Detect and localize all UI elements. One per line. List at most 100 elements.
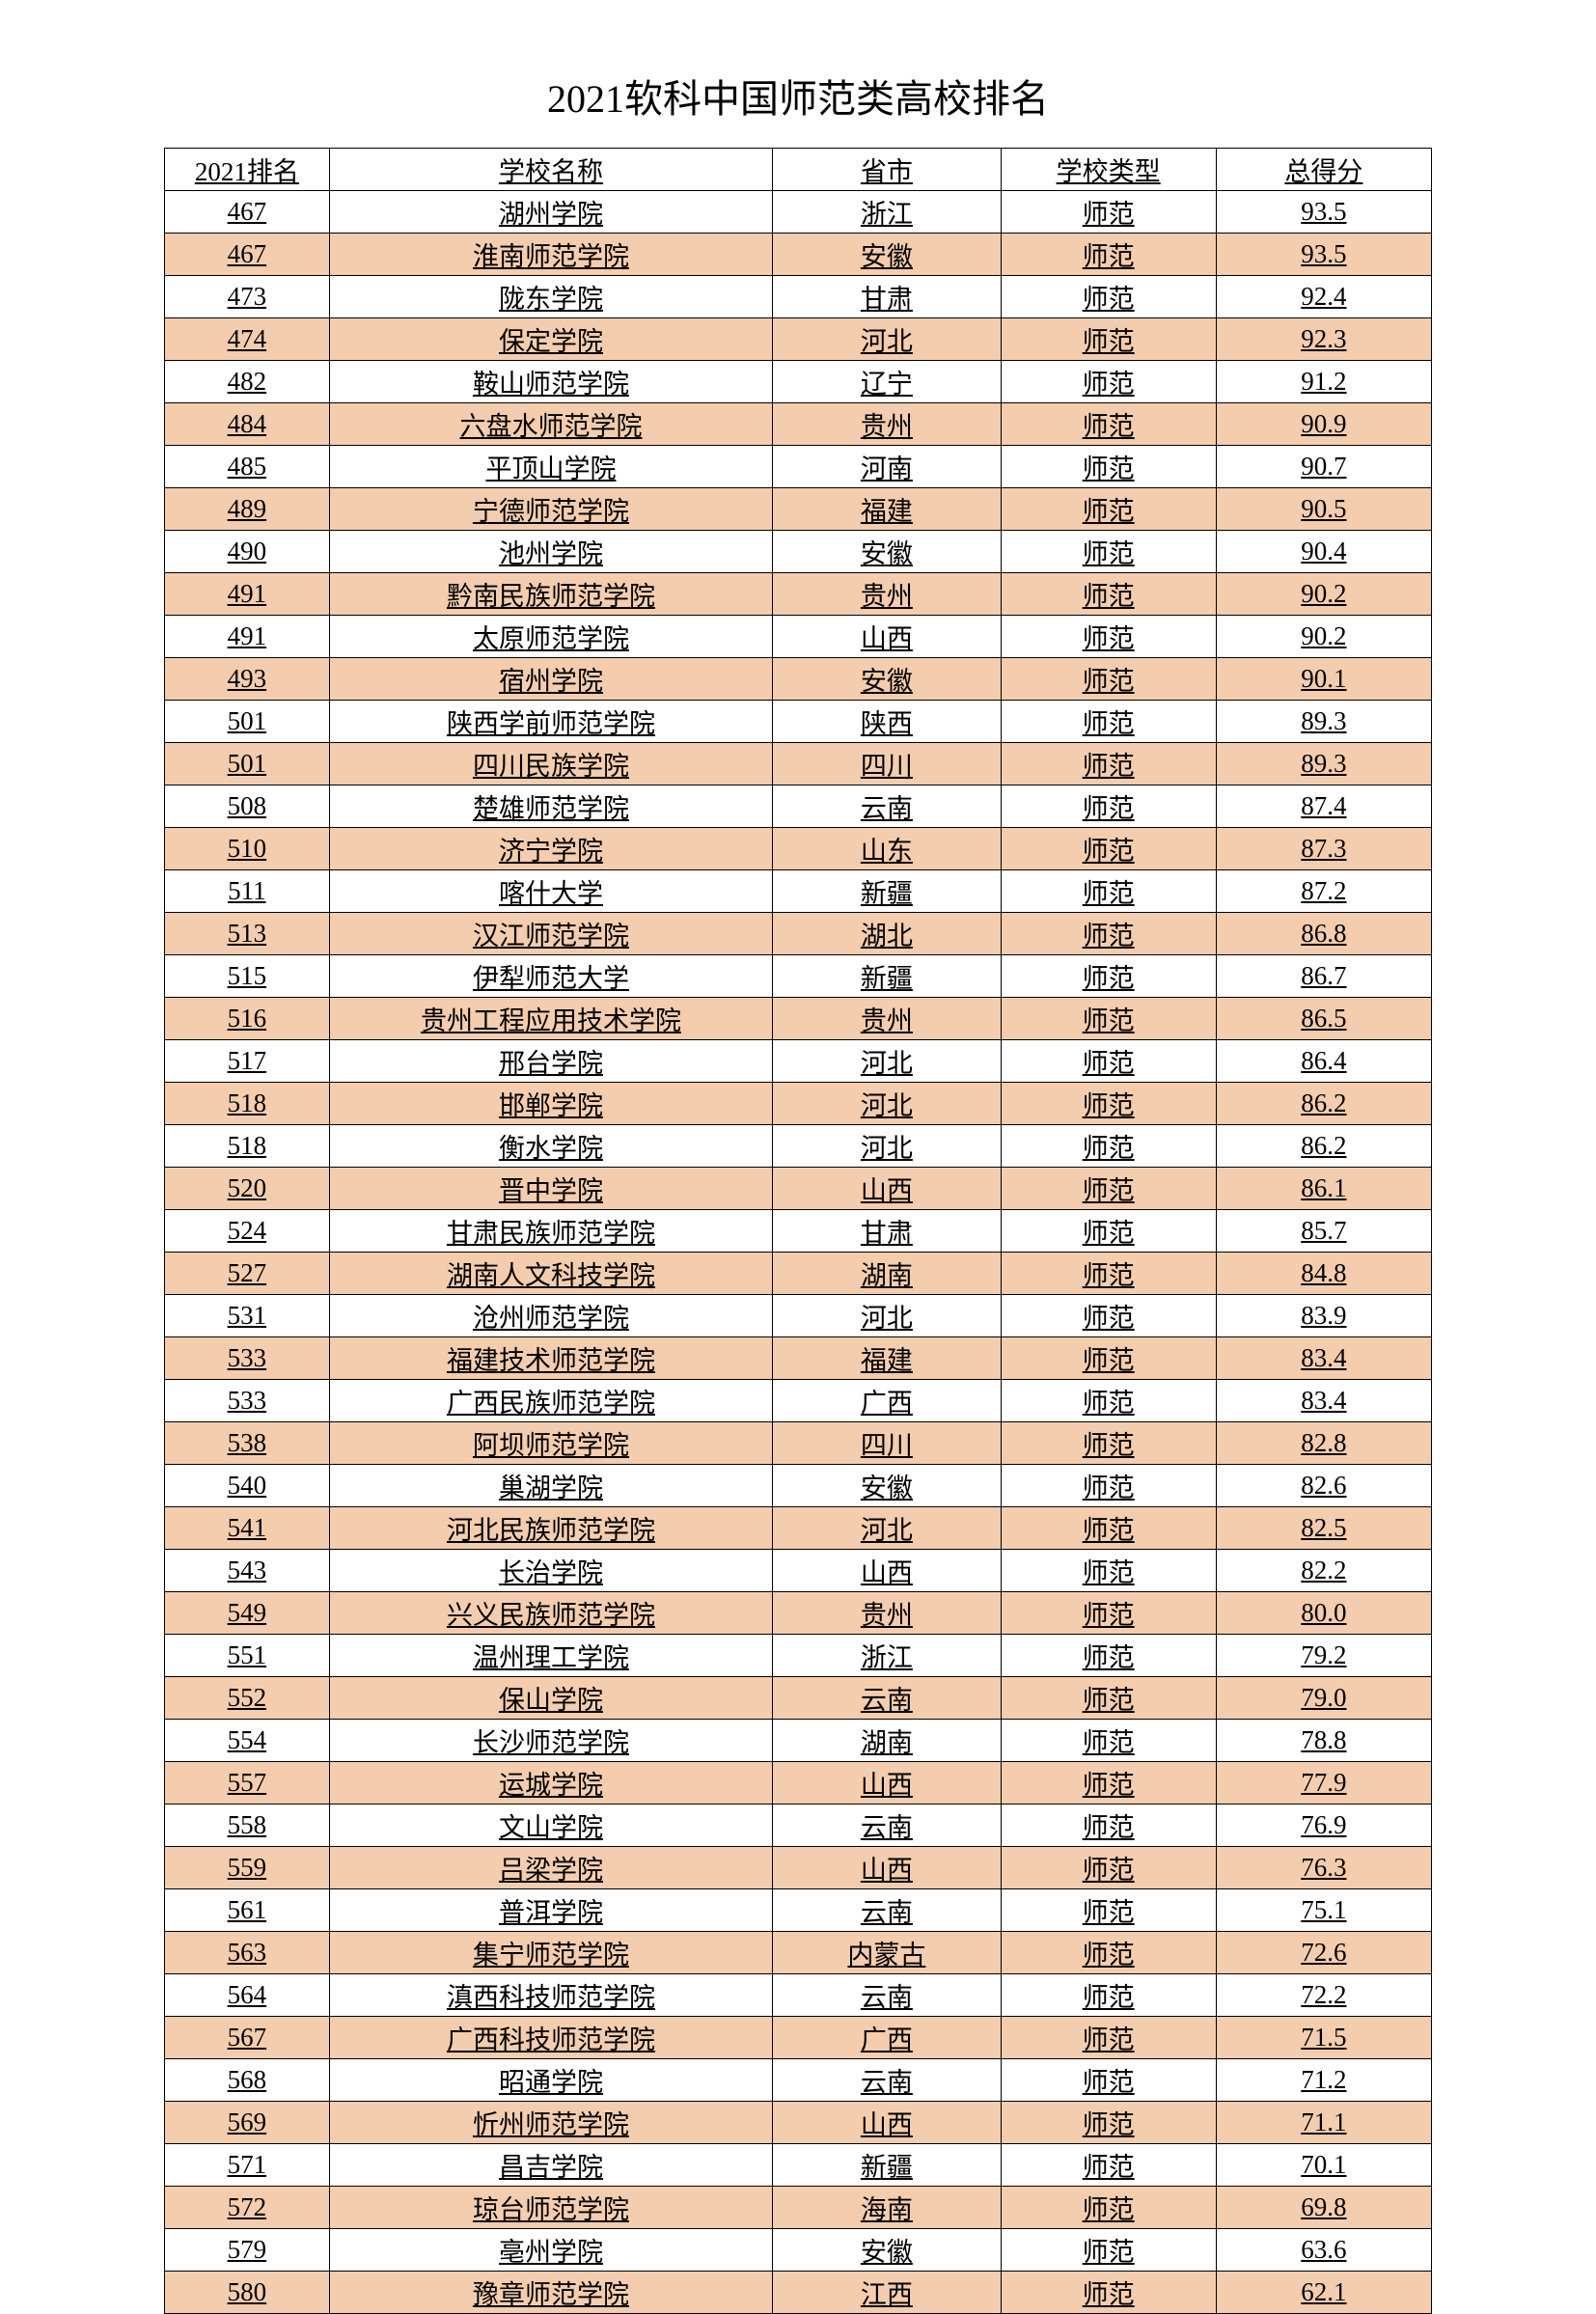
- cell-province: 内蒙古: [773, 1932, 1001, 1974]
- cell-type: 师范: [1001, 955, 1216, 998]
- cell-name: 昭通学院: [329, 2059, 773, 2102]
- table-row: 563集宁师范学院内蒙古师范72.6: [165, 1932, 1432, 1974]
- cell-province: 贵州: [773, 403, 1001, 446]
- cell-province: 甘肃: [773, 276, 1001, 318]
- cell-type: 师范: [1001, 1295, 1216, 1337]
- cell-type: 师范: [1001, 616, 1216, 658]
- table-row: 518衡水学院河北师范86.2: [165, 1125, 1432, 1168]
- cell-score: 86.2: [1216, 1125, 1431, 1168]
- cell-name: 伊犁师范大学: [329, 955, 773, 998]
- cell-score: 86.1: [1216, 1168, 1431, 1210]
- cell-name: 保山学院: [329, 1677, 773, 1720]
- cell-name: 文山学院: [329, 1804, 773, 1847]
- cell-type: 师范: [1001, 2144, 1216, 2187]
- cell-rank: 510: [165, 828, 330, 870]
- cell-score: 70.1: [1216, 2144, 1431, 2187]
- cell-type: 师范: [1001, 658, 1216, 701]
- table-body: 467湖州学院浙江师范93.5467淮南师范学院安徽师范93.5473陇东学院甘…: [165, 191, 1432, 2314]
- cell-rank: 571: [165, 2144, 330, 2187]
- cell-type: 师范: [1001, 1040, 1216, 1083]
- cell-score: 84.8: [1216, 1253, 1431, 1295]
- cell-name: 保定学院: [329, 318, 773, 361]
- cell-rank: 511: [165, 870, 330, 913]
- cell-rank: 569: [165, 2102, 330, 2144]
- cell-province: 新疆: [773, 2144, 1001, 2187]
- table-row: 569忻州师范学院山西师范71.1: [165, 2102, 1432, 2144]
- cell-type: 师范: [1001, 1974, 1216, 2017]
- cell-name: 河北民族师范学院: [329, 1507, 773, 1550]
- cell-score: 90.4: [1216, 531, 1431, 573]
- cell-province: 福建: [773, 1337, 1001, 1380]
- cell-name: 喀什大学: [329, 870, 773, 913]
- cell-province: 安徽: [773, 531, 1001, 573]
- table-row: 517邢台学院河北师范86.4: [165, 1040, 1432, 1083]
- cell-province: 浙江: [773, 1635, 1001, 1677]
- cell-type: 师范: [1001, 1465, 1216, 1507]
- table-row: 559吕梁学院山西师范76.3: [165, 1847, 1432, 1889]
- table-row: 515伊犁师范大学新疆师范86.7: [165, 955, 1432, 998]
- cell-name: 湖州学院: [329, 191, 773, 234]
- cell-score: 87.4: [1216, 785, 1431, 828]
- cell-name: 邯郸学院: [329, 1083, 773, 1125]
- cell-province: 安徽: [773, 1465, 1001, 1507]
- table-row: 467淮南师范学院安徽师范93.5: [165, 234, 1432, 276]
- cell-province: 云南: [773, 1677, 1001, 1720]
- cell-score: 87.2: [1216, 870, 1431, 913]
- table-row: 516贵州工程应用技术学院贵州师范86.5: [165, 998, 1432, 1040]
- cell-province: 福建: [773, 488, 1001, 531]
- cell-type: 师范: [1001, 1253, 1216, 1295]
- cell-type: 师范: [1001, 1720, 1216, 1762]
- cell-score: 71.1: [1216, 2102, 1431, 2144]
- table-row: 580豫章师范学院江西师范62.1: [165, 2272, 1432, 2314]
- cell-score: 63.6: [1216, 2229, 1431, 2272]
- cell-name: 陕西学前师范学院: [329, 701, 773, 743]
- table-row: 518邯郸学院河北师范86.2: [165, 1083, 1432, 1125]
- cell-score: 75.1: [1216, 1889, 1431, 1932]
- cell-rank: 561: [165, 1889, 330, 1932]
- cell-province: 辽宁: [773, 361, 1001, 403]
- cell-type: 师范: [1001, 531, 1216, 573]
- cell-province: 四川: [773, 1422, 1001, 1465]
- cell-province: 贵州: [773, 1592, 1001, 1635]
- cell-type: 师范: [1001, 573, 1216, 616]
- cell-rank: 552: [165, 1677, 330, 1720]
- cell-province: 河北: [773, 1040, 1001, 1083]
- cell-rank: 580: [165, 2272, 330, 2314]
- cell-rank: 491: [165, 616, 330, 658]
- cell-province: 贵州: [773, 573, 1001, 616]
- cell-province: 河北: [773, 1083, 1001, 1125]
- cell-province: 河南: [773, 446, 1001, 488]
- cell-type: 师范: [1001, 2102, 1216, 2144]
- cell-type: 师范: [1001, 1168, 1216, 1210]
- cell-type: 师范: [1001, 1804, 1216, 1847]
- cell-rank: 482: [165, 361, 330, 403]
- cell-score: 92.3: [1216, 318, 1431, 361]
- table-row: 485平顶山学院河南师范90.7: [165, 446, 1432, 488]
- cell-type: 师范: [1001, 446, 1216, 488]
- cell-score: 93.5: [1216, 191, 1431, 234]
- table-row: 513汉江师范学院湖北师范86.8: [165, 913, 1432, 955]
- cell-name: 楚雄师范学院: [329, 785, 773, 828]
- page-title: 2021软科中国师范类高校排名: [164, 68, 1432, 124]
- cell-name: 滇西科技师范学院: [329, 1974, 773, 2017]
- table-row: 510济宁学院山东师范87.3: [165, 828, 1432, 870]
- cell-rank: 567: [165, 2017, 330, 2059]
- cell-type: 师范: [1001, 1083, 1216, 1125]
- cell-rank: 490: [165, 531, 330, 573]
- cell-score: 91.2: [1216, 361, 1431, 403]
- cell-rank: 518: [165, 1083, 330, 1125]
- cell-rank: 515: [165, 955, 330, 998]
- table-row: 554长沙师范学院湖南师范78.8: [165, 1720, 1432, 1762]
- cell-province: 湖南: [773, 1253, 1001, 1295]
- cell-name: 亳州学院: [329, 2229, 773, 2272]
- cell-rank: 538: [165, 1422, 330, 1465]
- cell-province: 江西: [773, 2272, 1001, 2314]
- cell-type: 师范: [1001, 701, 1216, 743]
- table-row: 567广西科技师范学院广西师范71.5: [165, 2017, 1432, 2059]
- table-row: 543长治学院山西师范82.2: [165, 1550, 1432, 1592]
- cell-rank: 467: [165, 191, 330, 234]
- cell-name: 温州理工学院: [329, 1635, 773, 1677]
- header-name: 学校名称: [329, 149, 773, 191]
- cell-rank: 491: [165, 573, 330, 616]
- cell-name: 阿坝师范学院: [329, 1422, 773, 1465]
